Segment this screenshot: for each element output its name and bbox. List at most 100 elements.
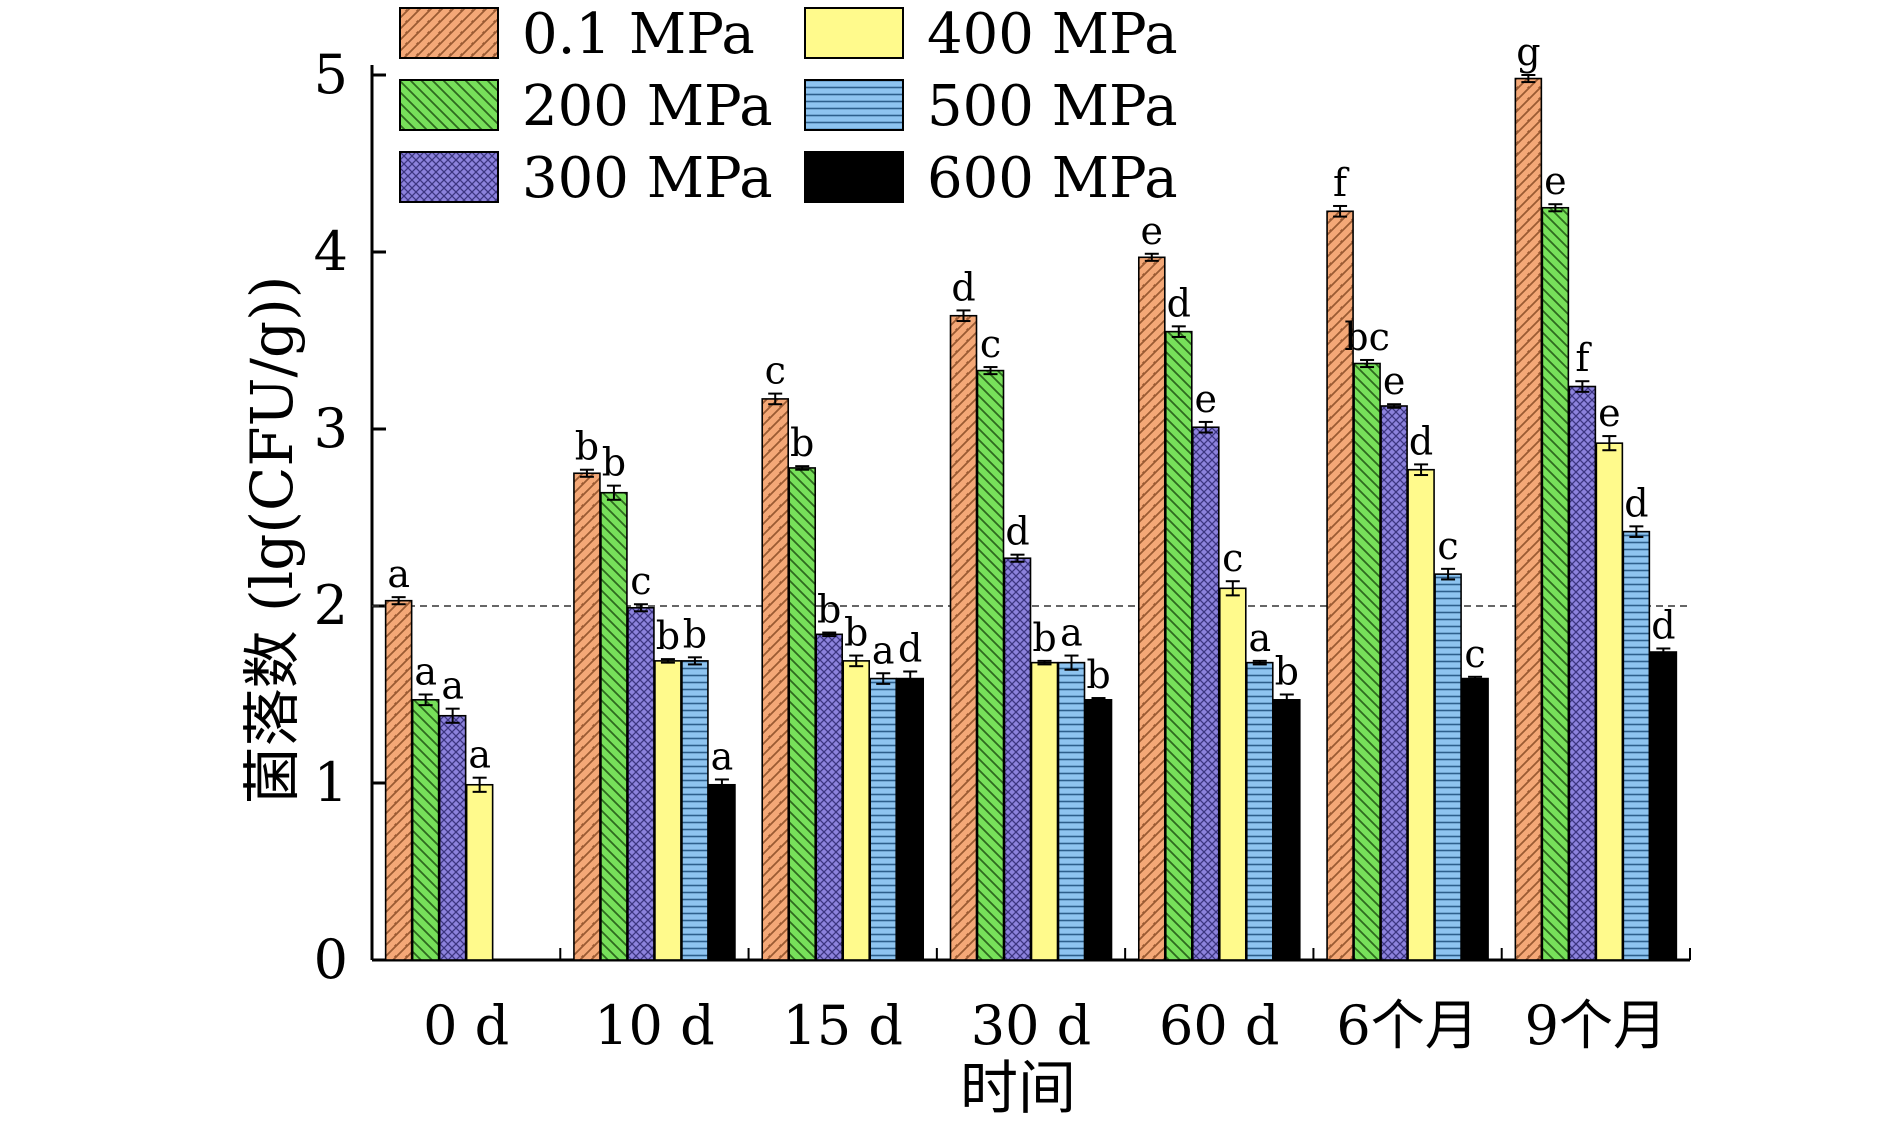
significance-letter: b bbox=[683, 612, 707, 656]
significance-letter: a bbox=[414, 650, 437, 694]
bars bbox=[384, 74, 1678, 961]
bar bbox=[949, 314, 978, 961]
significance-letter: c bbox=[765, 349, 786, 393]
significance-letter: b bbox=[1086, 653, 1110, 697]
bar bbox=[1353, 362, 1381, 961]
x-tick-label: 15 d bbox=[782, 994, 902, 1057]
bar bbox=[1380, 405, 1408, 961]
significance-letter: d bbox=[951, 265, 975, 309]
significance-letter: a bbox=[387, 552, 410, 596]
bar bbox=[1434, 573, 1462, 961]
legend-label: 200 MPa bbox=[522, 74, 773, 139]
bar bbox=[411, 699, 440, 961]
legend: 0.1 MPa 200 MPa 300 MPa 400 MPa 500 MPa 600 M… bbox=[399, 2, 1178, 211]
significance-letter: b bbox=[817, 588, 841, 632]
y-tick-label: 2 bbox=[314, 574, 348, 637]
bar bbox=[1541, 206, 1570, 961]
significance-letter: f bbox=[1333, 161, 1350, 205]
bar bbox=[815, 633, 844, 961]
significance-letter: a bbox=[1248, 616, 1271, 660]
significance-letter: b bbox=[656, 614, 680, 658]
significance-letter: a bbox=[468, 733, 491, 777]
axes: 0 1 2 3 4 5 0 d 10 d 15 d 30 d 60 d 6个月 9个月 bbox=[314, 43, 1691, 1057]
legend-swatch bbox=[399, 79, 499, 131]
bar bbox=[654, 660, 682, 961]
bar bbox=[1084, 699, 1113, 961]
bar bbox=[1568, 385, 1597, 961]
significance-letter: a bbox=[711, 734, 734, 778]
legend-swatch bbox=[399, 151, 499, 203]
significance-letter: d bbox=[1005, 510, 1029, 554]
y-tick-label: 4 bbox=[314, 220, 348, 283]
bar bbox=[1514, 77, 1543, 961]
legend-label: 0.1 MPa bbox=[522, 2, 755, 67]
bar bbox=[1245, 661, 1274, 961]
significance-letter: c bbox=[1437, 524, 1458, 568]
x-tick-label: 6个月 bbox=[1336, 994, 1478, 1057]
significance-letter: b bbox=[844, 611, 868, 655]
bar bbox=[1030, 661, 1059, 961]
bar bbox=[1407, 468, 1435, 961]
significance-letter: a bbox=[441, 664, 464, 708]
legend-swatch bbox=[804, 151, 904, 203]
significance-letter: e bbox=[1598, 391, 1621, 435]
legend-label: 400 MPa bbox=[927, 2, 1178, 67]
significance-letter: b bbox=[575, 425, 599, 469]
bar bbox=[1272, 699, 1301, 961]
legend-label: 300 MPa bbox=[522, 146, 773, 211]
bar bbox=[384, 599, 413, 961]
significance-letter: b bbox=[1275, 650, 1299, 694]
bar bbox=[869, 677, 898, 961]
bar bbox=[1164, 330, 1193, 961]
bar bbox=[438, 714, 467, 961]
y-tick-label: 0 bbox=[314, 928, 348, 991]
significance-letter: e bbox=[1383, 359, 1406, 403]
significance-letter: c bbox=[630, 559, 651, 603]
significance-letter: d bbox=[1409, 419, 1433, 463]
significance-letter: g bbox=[1516, 30, 1540, 74]
significance-letter: a bbox=[872, 628, 895, 672]
legend-label: 600 MPa bbox=[927, 146, 1178, 211]
x-tick-label: 9个月 bbox=[1525, 994, 1667, 1057]
y-tick-label: 5 bbox=[314, 43, 348, 106]
significance-letter: d bbox=[1624, 481, 1648, 525]
legend-swatch bbox=[399, 7, 499, 59]
bar bbox=[761, 398, 790, 961]
bar bbox=[708, 783, 736, 961]
significance-letter: a bbox=[1060, 611, 1083, 655]
y-tick-label: 1 bbox=[314, 751, 348, 814]
legend-swatch bbox=[804, 7, 904, 59]
significance-letter: d bbox=[898, 626, 922, 670]
legend-swatch bbox=[804, 79, 904, 131]
significance-letter: d bbox=[1651, 603, 1675, 647]
bar bbox=[600, 491, 628, 961]
legend-label: 500 MPa bbox=[927, 74, 1178, 139]
x-tick-label: 30 d bbox=[971, 994, 1091, 1057]
significance-letter: e bbox=[1195, 377, 1218, 421]
x-axis-title: 时间 bbox=[960, 1054, 1076, 1122]
x-tick-label: 0 d bbox=[423, 994, 509, 1057]
bar bbox=[1326, 210, 1354, 961]
bar bbox=[465, 783, 494, 961]
bar bbox=[896, 677, 925, 961]
bar bbox=[1649, 651, 1678, 961]
bar bbox=[573, 472, 601, 961]
bar bbox=[788, 467, 817, 961]
y-axis-title: 菌落数 (lg(CFU/g)) bbox=[238, 276, 306, 805]
significance-letter: e bbox=[1141, 209, 1164, 253]
bar bbox=[1191, 426, 1220, 961]
bar bbox=[1057, 661, 1086, 961]
significance-letter: d bbox=[1167, 281, 1191, 325]
significance-letter: b bbox=[1032, 616, 1056, 660]
significance-letter: e bbox=[1544, 159, 1567, 203]
bar bbox=[976, 369, 1005, 961]
bar bbox=[1218, 587, 1247, 961]
bar bbox=[1137, 256, 1166, 961]
significance-letter: b bbox=[602, 441, 626, 485]
significance-letter: b bbox=[790, 421, 814, 465]
x-tick-label: 60 d bbox=[1159, 994, 1279, 1057]
significance-letter: f bbox=[1575, 336, 1592, 380]
significance-letter: c bbox=[1222, 536, 1243, 580]
